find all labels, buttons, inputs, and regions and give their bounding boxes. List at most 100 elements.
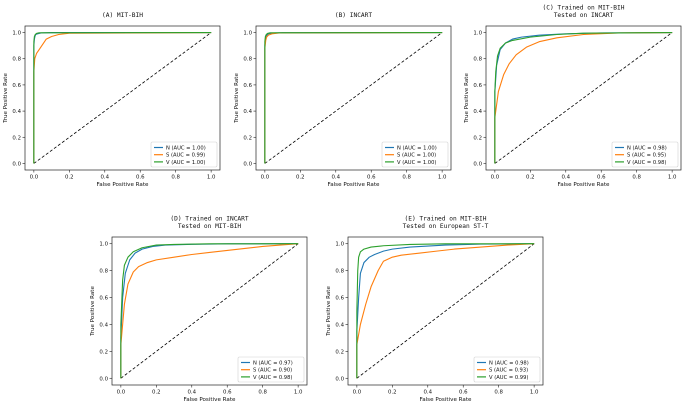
legend-box xyxy=(473,356,541,383)
y-tick-label: 0.2 xyxy=(99,349,108,355)
x-tick-label: 0.6 xyxy=(136,175,145,181)
chance-diagonal-line xyxy=(120,243,299,379)
roc-curve-n xyxy=(356,243,535,379)
plot-frame xyxy=(24,25,221,171)
x-tick-label: 0.6 xyxy=(597,175,606,181)
x-tick-label: 0.2 xyxy=(296,175,305,181)
x-tick-label: 0.0 xyxy=(353,390,362,396)
x-axis-label: False Positive Rate xyxy=(184,397,237,403)
y-tick-label: 0.0 xyxy=(99,376,108,382)
chance-diagonal-line xyxy=(494,32,673,164)
y-tick-label: 0.6 xyxy=(12,83,21,89)
y-tick-label: 0.6 xyxy=(335,296,344,302)
x-tick-label: 0.0 xyxy=(30,175,39,181)
x-tick-label: 0.8 xyxy=(494,390,503,396)
y-tick-label: 0.2 xyxy=(473,135,482,141)
roc-panel-b: (B) INCART 0.0 0.2 0.4 0.6 0.8 1.0 0.0 0.2 0.4 0.6… xyxy=(234,12,452,188)
plot-frame xyxy=(111,236,308,386)
y-tick-label: 0.4 xyxy=(243,109,252,115)
x-tick-label: 0.4 xyxy=(561,175,570,181)
x-tick-label: 0.0 xyxy=(117,390,126,396)
x-tick-label: 0.2 xyxy=(65,175,74,181)
y-axis-label: True Positive Rate xyxy=(3,73,9,124)
legend-entry-v: V (AUC = 1.00) xyxy=(397,160,436,166)
y-tick-label: 0.0 xyxy=(473,161,482,167)
panel-title: (B) INCART xyxy=(335,12,373,19)
roc-curve-s xyxy=(494,32,673,164)
panel-title: (E) Trained on MIT-BIH xyxy=(405,216,487,223)
x-tick-label: 0.8 xyxy=(258,390,267,396)
x-tick-label: 0.4 xyxy=(187,390,196,396)
panel-title: (C) Trained on MIT-BIH xyxy=(543,5,625,12)
y-tick-label: 0.2 xyxy=(335,349,344,355)
y-tick-label: 0.4 xyxy=(335,322,344,328)
x-tick-label: 0.0 xyxy=(491,175,500,181)
x-tick-label: 0.4 xyxy=(331,175,340,181)
chance-diagonal-line xyxy=(33,32,212,164)
x-tick-label: 0.8 xyxy=(402,175,411,181)
y-tick-label: 0.0 xyxy=(243,161,252,167)
x-tick-label: 1.0 xyxy=(294,390,303,396)
x-tick-label: 0.4 xyxy=(423,390,432,396)
legend-entry-s: S (AUC = 0.93) xyxy=(489,368,528,374)
roc-curve-v xyxy=(120,243,299,379)
legend-entry-s: S (AUC = 0.99) xyxy=(166,153,205,159)
plot-frame xyxy=(255,25,452,171)
legend-entry-v: V (AUC = 0.98) xyxy=(627,160,666,166)
x-tick-label: 1.0 xyxy=(438,175,447,181)
y-axis-label: True Positive Rate xyxy=(234,73,240,124)
legend-box xyxy=(381,141,449,168)
x-tick-label: 0.4 xyxy=(100,175,109,181)
x-axis-label: False Positive Rate xyxy=(420,397,473,403)
legend-entry-s: S (AUC = 0.90) xyxy=(253,368,292,374)
x-tick-label: 1.0 xyxy=(207,175,216,181)
panel-title: Tested on INCART xyxy=(554,12,614,19)
roc-curve-v xyxy=(33,31,212,164)
panel-title: Tested on European ST-T xyxy=(403,223,489,230)
y-tick-label: 0.8 xyxy=(335,269,344,275)
x-tick-label: 0.2 xyxy=(152,390,161,396)
y-tick-label: 1.0 xyxy=(335,242,344,248)
legend-entry-n: N (AUC = 0.97) xyxy=(253,360,293,366)
x-tick-label: 0.6 xyxy=(223,390,232,396)
roc-curve-s xyxy=(120,243,299,379)
panel-title: (D) Trained on INCART xyxy=(170,216,249,223)
x-tick-label: 0.6 xyxy=(459,390,468,396)
legend-entry-n: N (AUC = 0.98) xyxy=(627,145,667,151)
legend-entry-v: V (AUC = 0.99) xyxy=(489,375,528,381)
x-axis-label: False Positive Rate xyxy=(558,182,611,188)
legend-entry-s: S (AUC = 0.95) xyxy=(627,153,666,159)
y-tick-label: 0.0 xyxy=(335,376,344,382)
x-tick-label: 0.8 xyxy=(171,175,180,181)
x-tick-label: 0.2 xyxy=(388,390,397,396)
y-tick-label: 0.6 xyxy=(243,83,252,89)
legend-entry-n: N (AUC = 1.00) xyxy=(166,145,206,151)
x-tick-label: 0.8 xyxy=(632,175,641,181)
legend-entry-s: S (AUC = 1.00) xyxy=(397,153,436,159)
y-axis-label: True Positive Rate xyxy=(326,286,332,337)
roc-curve-v xyxy=(494,32,673,164)
x-axis-label: False Positive Rate xyxy=(97,182,150,188)
roc-curve-v xyxy=(264,31,443,164)
panel-title: (A) MIT-BIH xyxy=(102,12,143,19)
plot-frame xyxy=(347,236,544,386)
y-tick-label: 0.4 xyxy=(473,109,482,115)
y-tick-label: 0.8 xyxy=(473,57,482,63)
roc-curve-s xyxy=(356,243,535,379)
roc-curve-v xyxy=(356,243,535,379)
y-tick-label: 0.8 xyxy=(99,269,108,275)
y-tick-label: 0.8 xyxy=(12,57,21,63)
x-tick-label: 0.2 xyxy=(526,175,535,181)
y-axis-label: True Positive Rate xyxy=(464,73,470,124)
legend-entry-v: V (AUC = 0.98) xyxy=(253,375,292,381)
x-tick-label: 0.0 xyxy=(261,175,270,181)
y-axis-label: True Positive Rate xyxy=(90,286,96,337)
legend-entry-v: V (AUC = 1.00) xyxy=(166,160,205,166)
roc-curve-s xyxy=(33,32,212,164)
legend-box xyxy=(237,356,305,383)
y-tick-label: 0.8 xyxy=(243,57,252,63)
